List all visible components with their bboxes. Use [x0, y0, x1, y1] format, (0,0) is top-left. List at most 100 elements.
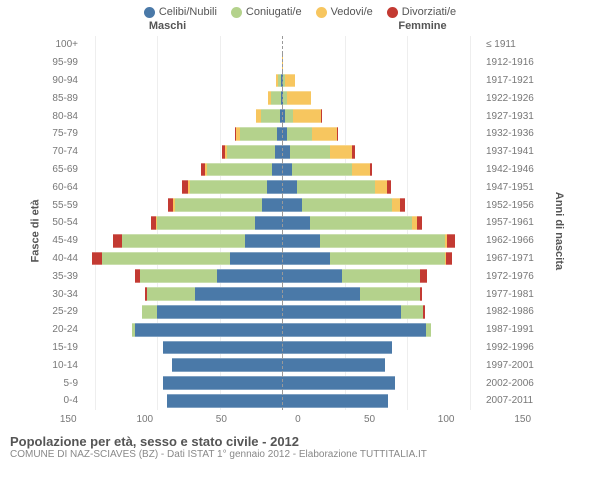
- bar-segment: [297, 180, 375, 194]
- birth-label: 1932-1936: [482, 128, 538, 139]
- birth-label: 1977-1981: [482, 289, 538, 300]
- male-stack: [82, 109, 282, 123]
- center-line: [282, 267, 283, 285]
- bar-zone: [82, 250, 482, 268]
- x-tick: 150: [514, 414, 531, 425]
- bar-segment: [312, 127, 337, 141]
- age-label: 40-44: [48, 253, 82, 264]
- male-stack: [82, 234, 282, 248]
- female-half: [282, 250, 482, 268]
- female-stack: [282, 252, 482, 266]
- footer-title: Popolazione per età, sesso e stato civil…: [10, 434, 590, 449]
- bar-segment: [163, 341, 282, 355]
- bar-zone: [82, 214, 482, 232]
- birth-label: 1922-1926: [482, 93, 538, 104]
- male-stack: [82, 74, 282, 88]
- bar-segment: [113, 234, 122, 248]
- x-tick: 100: [136, 414, 153, 425]
- legend-label: Vedovi/e: [331, 6, 373, 18]
- age-label: 30-34: [48, 289, 82, 300]
- age-row: 50-541957-1961: [48, 214, 538, 232]
- bar-segment: [310, 216, 413, 230]
- bar-zone: [82, 36, 482, 54]
- birth-label: 1987-1991: [482, 324, 538, 335]
- bar-segment: [282, 198, 302, 212]
- age-label: 0-4: [48, 395, 82, 406]
- bar-segment: [262, 198, 282, 212]
- male-stack: [82, 305, 282, 319]
- age-row: 5-92002-2006: [48, 374, 538, 392]
- center-line: [282, 392, 283, 410]
- age-row: 95-991912-1916: [48, 54, 538, 72]
- bar-zone: [82, 72, 482, 90]
- female-half: [282, 339, 482, 357]
- male-half: [82, 178, 282, 196]
- female-half: [282, 214, 482, 232]
- male-half: [82, 303, 282, 321]
- female-half: [282, 392, 482, 410]
- age-row: 65-691942-1946: [48, 161, 538, 179]
- age-row: 45-491962-1966: [48, 232, 538, 250]
- female-stack: [282, 358, 482, 372]
- x-tick: 50: [364, 414, 375, 425]
- legend-swatch: [231, 7, 242, 18]
- bar-segment: [287, 91, 311, 105]
- age-row: 10-141997-2001: [48, 356, 538, 374]
- male-stack: [82, 180, 282, 194]
- male-half: [82, 339, 282, 357]
- bar-segment: [157, 305, 282, 319]
- bar-segment: [142, 305, 157, 319]
- female-half: [282, 267, 482, 285]
- female-half: [282, 107, 482, 125]
- female-header: Femmine: [295, 20, 600, 32]
- rows-container: 100+≤ 191195-991912-191690-941917-192185…: [48, 36, 538, 410]
- bar-segment: [282, 163, 292, 177]
- age-row: 75-791932-1936: [48, 125, 538, 143]
- bar-segment: [282, 180, 297, 194]
- female-half: [282, 143, 482, 161]
- age-row: 25-291982-1986: [48, 303, 538, 321]
- bar-zone: [82, 107, 482, 125]
- y-right-axis-title: Anni di nascita: [553, 192, 565, 270]
- bar-segment: [282, 358, 385, 372]
- female-stack: [282, 109, 482, 123]
- female-stack: [282, 287, 482, 301]
- bar-segment: [230, 252, 283, 266]
- birth-label: 1992-1996: [482, 342, 538, 353]
- bar-zone: [82, 356, 482, 374]
- bar-zone: [82, 161, 482, 179]
- legend-swatch: [144, 7, 155, 18]
- center-line: [282, 196, 283, 214]
- bar-segment: [282, 216, 310, 230]
- bar-segment: [282, 376, 395, 390]
- bar-segment: [352, 163, 370, 177]
- age-label: 15-19: [48, 342, 82, 353]
- x-tick: 100: [438, 414, 455, 425]
- birth-label: 1942-1946: [482, 164, 538, 175]
- male-half: [82, 125, 282, 143]
- footer-subtitle: COMUNE DI NAZ-SCIAVES (BZ) - Dati ISTAT …: [10, 449, 590, 460]
- bar-segment: [282, 323, 426, 337]
- age-label: 45-49: [48, 235, 82, 246]
- bar-segment: [282, 145, 290, 159]
- age-row: 80-841927-1931: [48, 107, 538, 125]
- male-half: [82, 143, 282, 161]
- male-half: [82, 267, 282, 285]
- age-label: 20-24: [48, 324, 82, 335]
- population-pyramid-chart: Celibi/NubiliConiugati/eVedovi/eDivorzia…: [0, 0, 600, 500]
- bar-segment: [282, 305, 401, 319]
- male-half: [82, 374, 282, 392]
- birth-label: 2002-2006: [482, 378, 538, 389]
- male-half: [82, 392, 282, 410]
- bar-zone: [82, 321, 482, 339]
- female-stack: [282, 145, 482, 159]
- age-row: 40-441967-1971: [48, 250, 538, 268]
- bar-segment: [446, 252, 452, 266]
- bar-segment: [282, 269, 342, 283]
- male-stack: [82, 358, 282, 372]
- birth-label: 1912-1916: [482, 57, 538, 68]
- female-stack: [282, 56, 482, 70]
- center-line: [282, 356, 283, 374]
- bar-segment: [302, 198, 392, 212]
- female-half: [282, 54, 482, 72]
